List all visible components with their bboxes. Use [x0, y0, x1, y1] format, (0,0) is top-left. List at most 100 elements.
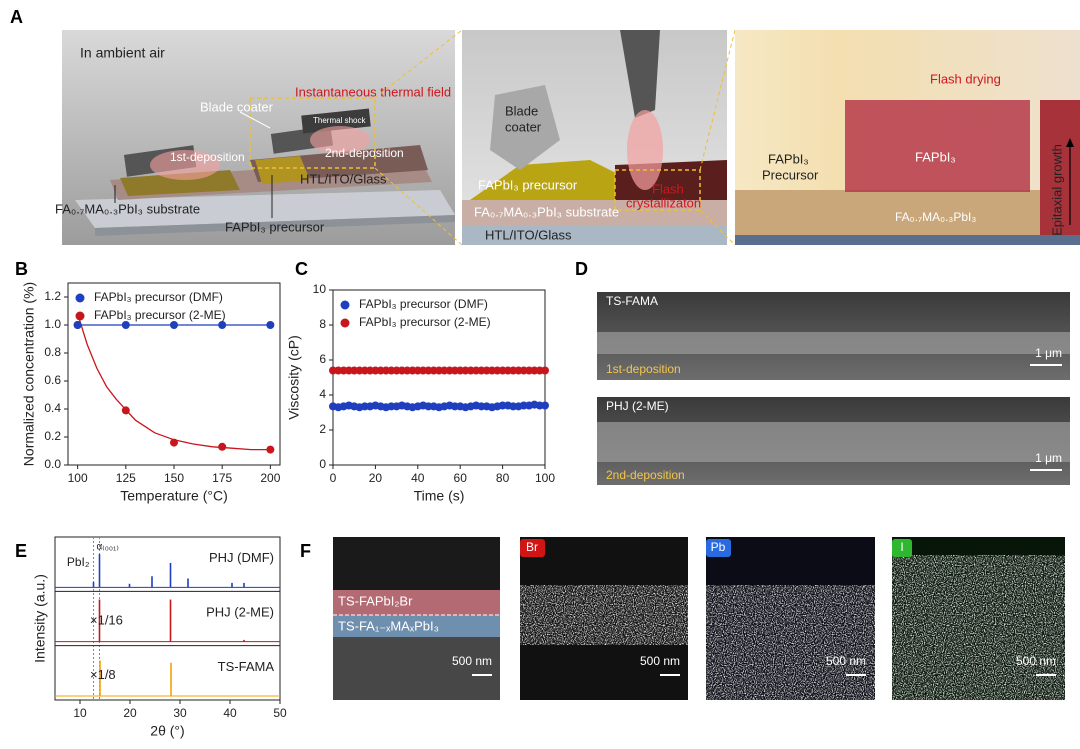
label: Precursor [762, 167, 819, 182]
panel-label: C [295, 259, 308, 279]
label: PHJ (2-ME) [606, 399, 669, 413]
x-tick-label: 40 [223, 706, 237, 720]
series-label: PHJ (DMF) [209, 550, 274, 565]
label: Pb [711, 540, 726, 554]
y-tick-label: 6 [319, 352, 326, 366]
legend-label: FAPbI₃ precursor (DMF) [359, 297, 488, 311]
y-tick-label: 0.4 [44, 401, 61, 415]
y-tick-label: 0 [319, 457, 326, 471]
x-tick-label: 30 [173, 706, 187, 720]
label: 1st-deposition [606, 362, 681, 376]
label: TS-FAMA [606, 294, 658, 308]
label: Epitaxial growth [1049, 144, 1064, 236]
label: Thermal shock [313, 116, 366, 125]
label: HTL/ITO/Glass [300, 171, 387, 186]
y-tick-label: 0.2 [44, 429, 61, 443]
series-label: TS-FAMA [218, 659, 275, 674]
eds-images: TS-FAPbI₂Br TS-FA₁₋ₓMAₓPbI₃ Br Pb I 500 … [333, 537, 1065, 700]
label: TS-FAPbI₂Br [338, 593, 413, 608]
schematic-middle: Blade coater Flash crystallizaton FAPbI₃… [462, 30, 727, 245]
plot-frame [332, 289, 546, 466]
data-point [541, 366, 549, 375]
label: FAPbI₃ [768, 151, 809, 166]
panel-label: A [10, 7, 23, 27]
scale-bar-label: 500 nm [640, 654, 680, 668]
label: FAPbI₃ [915, 149, 956, 164]
x-tick-label: 50 [273, 706, 287, 720]
scale-bar-label: 1 μm [1035, 346, 1062, 360]
schematic-right: Flash drying FAPbI₃ Precursor FAPbI₃ FA₀… [735, 30, 1080, 245]
x-tick-label: 100 [535, 471, 555, 485]
label: Instantaneous thermal field [295, 84, 451, 99]
y-tick-label: 4 [319, 387, 326, 401]
connector [374, 167, 463, 246]
label: 2nd-deposition [606, 468, 685, 482]
x-tick-label: 200 [260, 471, 280, 485]
y-tick-label: 1.2 [44, 289, 61, 303]
legend-label: FAPbI₃ precursor (2-ME) [359, 315, 491, 329]
label: 2nd-deposition [325, 146, 404, 160]
schematic-left: In ambient air Blade coater Instantaneou… [55, 30, 455, 245]
scale-bar-label: 500 nm [1016, 654, 1056, 668]
data-point [541, 401, 549, 410]
x-axis-label: 2θ (°) [150, 723, 184, 739]
reference-label: PbI₂ [67, 555, 90, 569]
scale-bar-label: 500 nm [452, 654, 492, 668]
y-tick-label: 0.8 [44, 345, 61, 359]
connector [699, 209, 736, 246]
data-point [266, 445, 275, 454]
scale-label: ×1/16 [90, 613, 123, 628]
x-tick-label: 60 [454, 471, 468, 485]
x-tick-label: 10 [73, 706, 87, 720]
legend-marker [75, 311, 85, 321]
data-point [170, 438, 178, 447]
label: FA₀.₇MA₀.₃PbI₃ substrate [55, 201, 200, 216]
scale-label: ×1/8 [90, 667, 116, 682]
x-tick-label: 20 [369, 471, 383, 485]
data-point [218, 321, 227, 329]
label: FAPbI₃ precursor [478, 177, 578, 192]
data-point [266, 321, 275, 329]
panel-label: D [575, 259, 588, 279]
label: TS-FA₁₋ₓMAₓPbI₃ [338, 618, 439, 633]
plot-frame [54, 536, 281, 701]
label: HTL/ITO/Glass [485, 227, 572, 242]
data-point [121, 406, 130, 415]
y-axis-label: Viscosity (cP) [286, 335, 302, 420]
y-tick-label: 8 [319, 317, 326, 331]
x-tick-label: 150 [164, 471, 184, 485]
panel-label: E [15, 541, 27, 561]
reference-label: α₍₀₀₁₎ [97, 542, 119, 553]
x-tick-label: 125 [116, 471, 136, 485]
label: In ambient air [80, 45, 165, 61]
data-point [73, 321, 82, 329]
label: Blade [505, 103, 538, 118]
label: 1st-deposition [170, 150, 245, 164]
label: crystallizaton [626, 195, 701, 210]
connector [699, 29, 736, 171]
y-axis-label: Normalized concentration (%) [21, 282, 37, 466]
x-tick-label: 175 [212, 471, 232, 485]
data-point [121, 321, 130, 329]
x-axis-label: Temperature (°C) [120, 488, 228, 504]
legend-label: FAPbI₃ precursor (DMF) [94, 290, 223, 304]
connector [374, 29, 463, 99]
y-axis-label: Intensity (a.u.) [32, 574, 48, 663]
legend-label: FAPbI₃ precursor (2-ME) [94, 308, 226, 322]
y-tick-label: 10 [313, 282, 327, 296]
sem-images: TS-FAMA 1st-deposition 1 μm PHJ (2-ME) 2… [597, 292, 1070, 485]
legend-marker [340, 318, 350, 328]
data-point [170, 321, 178, 329]
series-label: PHJ (2-ME) [206, 605, 274, 620]
x-tick-label: 100 [68, 471, 88, 485]
panel-label: F [300, 541, 311, 561]
label: Flash drying [930, 71, 1001, 86]
y-tick-label: 0.6 [44, 373, 61, 387]
y-tick-label: 0.0 [44, 457, 61, 471]
label: coater [505, 119, 542, 134]
scale-bar-label: 1 μm [1035, 451, 1062, 465]
x-tick-label: 80 [496, 471, 510, 485]
label: Br [526, 540, 538, 554]
data-point [218, 442, 227, 451]
